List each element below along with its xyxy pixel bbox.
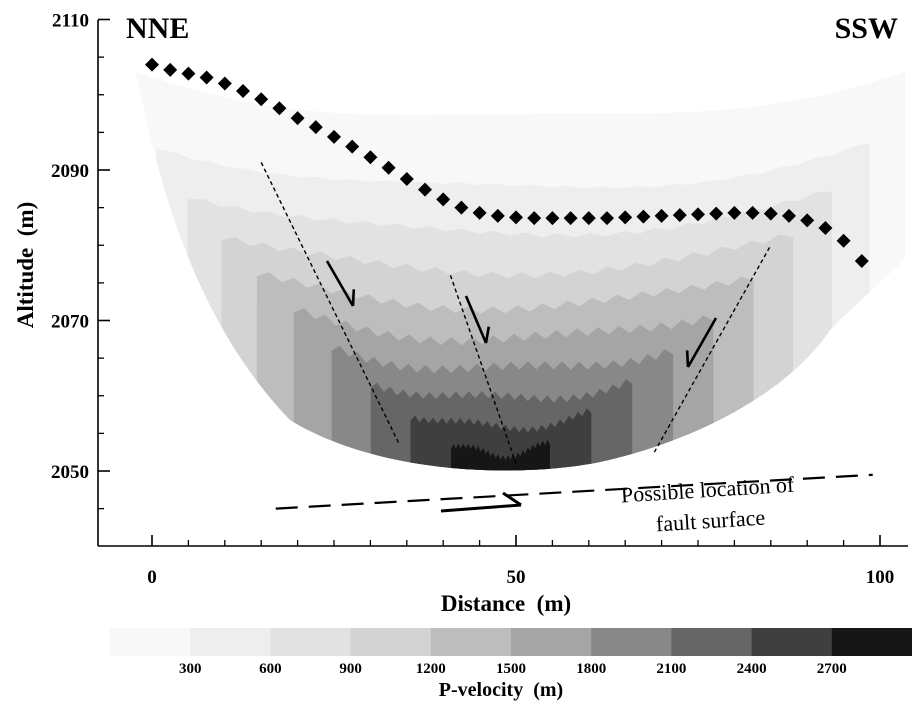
colorbar-swatch [831,628,912,656]
y-tick-label: 2050 [51,462,89,483]
topography-marker [727,205,742,220]
colorbar-swatch [190,628,271,656]
topography-marker [672,208,687,223]
topography-marker [345,139,360,154]
fault-surface-annotation-line1: Possible location of [620,472,795,508]
slip-arrow-barb [484,326,491,344]
topography-marker [581,211,596,226]
topography-marker [800,213,815,228]
topography-marker [763,206,778,221]
topography-marker [636,209,651,224]
topography-marker [691,207,705,222]
fault-line [260,162,401,445]
colorbar-swatch [110,628,191,656]
x-tick-label: 100 [866,567,895,588]
fault-surface-annotation-line2: fault surface [655,505,766,537]
slip-arrow-shaft [464,295,488,344]
y-tick-label: 2110 [52,11,89,32]
colorbar-tick-label: 1800 [576,661,606,677]
topography-marker [236,83,250,98]
topography-marker [527,211,542,226]
colorbar-swatch [751,628,833,656]
topography-marker [745,205,760,220]
topography-marker [145,57,159,72]
y-tick-label: 2070 [51,312,89,333]
colorbar-tick-label: 2400 [737,661,767,677]
topography-marker [418,182,432,197]
topography-markers [145,57,869,269]
topography-marker [217,76,232,91]
fault-surface-arrow-barb [502,491,522,507]
interpreted-faults [260,162,772,464]
fault-line [449,275,517,464]
topography-marker [818,220,833,235]
topography-marker [399,172,414,187]
corner-label-left: NNE [126,12,189,45]
corner-label-right: SSW [835,12,898,45]
topography-marker [381,160,396,175]
colorbar-swatch [270,628,352,656]
topography-marker [454,200,469,215]
slip-arrow-barb [685,350,690,368]
topography-marker [600,211,614,226]
colorbar-tick-label: 1500 [496,661,526,677]
velocity-band-9 [451,439,550,471]
velocity-band-6 [331,345,674,471]
topography-marker [563,211,578,226]
topography-marker [290,111,305,126]
velocity-band-8 [410,408,592,471]
topography-marker [436,192,451,207]
fault-surface [275,473,873,513]
x-ticks: 0 50 100 [147,535,894,588]
topography-marker [254,92,269,107]
topography-marker [163,62,178,77]
topography-marker [618,210,633,225]
topography-marker [782,208,796,223]
colorbar-tick-label: 2700 [817,661,847,677]
topography-marker [472,205,487,220]
topography-marker [854,254,869,269]
slip-arrow-shaft [686,317,718,368]
colorbar-tick-label: 2100 [656,661,686,677]
x-tick-label: 50 [507,567,526,588]
x-tick-label: 0 [147,567,157,588]
topography-marker [509,210,523,225]
fault-surface-line [275,473,873,510]
topography-marker [308,120,323,135]
fault-surface-arrow-shaft [440,503,522,513]
colorbar-tick-label: 1200 [416,661,446,677]
slip-arrow-barb [351,289,356,307]
colorbar-tick-label: 900 [339,661,362,677]
colorbar-swatch [591,628,672,656]
colorbar-swatch [511,628,592,656]
colorbar-swatch [350,628,432,656]
topography-marker [836,233,851,248]
topography-marker [199,70,214,85]
y-ticks: 2050 2070 2090 2110 [51,11,110,510]
colorbar-label: P-velocity (m) [439,679,563,701]
topography-marker [272,101,287,116]
velocity-contour-bands [131,70,905,471]
colorbar-swatch [430,628,512,656]
y-tick-label: 2090 [51,161,89,182]
colorbar-tick-label: 600 [259,661,282,677]
x-axis-label: Distance (m) [441,591,571,616]
fault-line [653,244,772,453]
topography-marker [181,66,196,81]
topography-marker [709,206,724,221]
colorbar-swatch [671,628,753,656]
y-axis-label: Altitude (m) [13,202,38,328]
topography-marker [654,208,669,223]
topography-marker [490,208,505,223]
colorbar: 300 600 900 1200 1500 1800 2100 2400 2700 [110,628,912,677]
topography-marker [545,211,560,226]
topography-marker [363,150,378,165]
axes: 2050 2070 2090 2110 0 50 100 [51,11,908,588]
colorbar-tick-label: 300 [179,661,202,677]
slip-arrow-shaft [325,260,355,307]
topography-marker [327,129,341,144]
